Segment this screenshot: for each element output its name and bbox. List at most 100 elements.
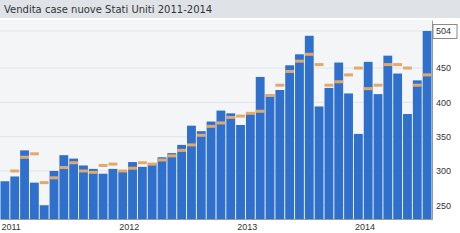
marker	[315, 63, 324, 66]
y-tick-label: 504	[436, 26, 451, 36]
bar	[266, 94, 275, 219]
bar	[236, 125, 245, 219]
marker	[108, 163, 117, 166]
bar	[216, 111, 225, 219]
marker	[167, 154, 176, 157]
bar	[177, 145, 186, 219]
x-tick-label: 2011	[1, 222, 20, 232]
bar	[305, 36, 314, 219]
bar	[59, 155, 68, 219]
x-tick-label: 2014	[355, 222, 375, 232]
bar	[89, 169, 98, 219]
marker	[69, 161, 78, 164]
marker	[354, 67, 363, 70]
plot: 2011 2012 2013 2014 250 300 350 400 450 504	[0, 20, 457, 232]
marker	[364, 87, 373, 90]
marker	[324, 84, 333, 87]
bar	[383, 56, 392, 219]
marker	[256, 110, 265, 113]
marker	[275, 84, 284, 87]
chart: Vendita case nuove Stati Uniti 2011-2014…	[0, 0, 460, 233]
x-tick: 2011	[1, 219, 20, 232]
marker	[187, 143, 196, 146]
bar	[30, 183, 39, 219]
bar	[108, 169, 117, 219]
y-tick-label: 350	[436, 132, 451, 142]
bar	[354, 134, 363, 219]
marker	[226, 116, 235, 119]
marker	[207, 125, 216, 128]
y-tick: 400	[432, 98, 451, 108]
marker	[344, 73, 353, 76]
x-tick-label: 2012	[119, 222, 139, 232]
marker	[295, 60, 304, 63]
y-tick: 450	[432, 63, 451, 73]
last-value-box	[433, 24, 457, 38]
bar	[50, 171, 59, 219]
marker	[158, 158, 167, 161]
bar	[315, 106, 324, 219]
bar	[10, 176, 19, 219]
y-tick: 504	[432, 24, 457, 38]
marks	[0, 31, 431, 219]
y-tick-label: 250	[436, 201, 451, 211]
marker	[403, 67, 412, 70]
title: Vendita case nuove Stati Uniti 2011-2014	[4, 4, 212, 15]
marker	[413, 84, 422, 87]
bar	[158, 157, 167, 219]
bar	[285, 65, 294, 219]
marker	[138, 161, 147, 164]
marker	[59, 166, 68, 169]
bar	[99, 174, 108, 219]
y-tick-label: 400	[436, 98, 451, 108]
bar	[423, 31, 432, 219]
bar	[334, 63, 343, 219]
marker	[334, 80, 343, 83]
bar	[69, 159, 78, 219]
series	[0, 31, 431, 219]
marker	[20, 156, 29, 159]
bar	[295, 54, 304, 219]
bar	[197, 131, 206, 219]
marker	[236, 115, 245, 118]
grid-line	[0, 30, 432, 31]
bar	[246, 113, 255, 219]
marker	[374, 84, 383, 87]
bar	[364, 62, 373, 219]
bar	[344, 93, 353, 219]
x-tick: 2014	[355, 219, 375, 232]
bar	[374, 94, 383, 219]
bar	[148, 163, 157, 219]
marker	[246, 112, 255, 115]
x-tick: 2013	[237, 219, 257, 232]
plot-background	[0, 20, 432, 219]
bar	[275, 90, 284, 219]
bar	[403, 114, 412, 219]
y-tick-label: 450	[436, 63, 451, 73]
y-axis: 250 300 350 400 450 504	[432, 21, 457, 220]
bar	[128, 162, 137, 219]
marker	[89, 171, 98, 174]
bar	[167, 153, 176, 219]
bar	[187, 126, 196, 219]
marker	[148, 163, 157, 166]
marker	[128, 167, 137, 170]
bar	[138, 167, 147, 219]
marker	[177, 149, 186, 152]
x-tick-label: 2013	[237, 222, 257, 232]
bar	[226, 113, 235, 219]
y-tick: 250	[432, 201, 451, 211]
x-tick: 2012	[119, 219, 139, 232]
marker	[30, 152, 39, 155]
marker	[216, 121, 225, 124]
bar	[256, 77, 265, 219]
bar	[79, 165, 88, 219]
bar	[207, 122, 216, 219]
series	[10, 53, 431, 184]
y-tick-label: 300	[436, 166, 451, 176]
x-axis-line	[1, 219, 433, 220]
marker	[305, 53, 314, 56]
marker	[99, 164, 108, 167]
bar	[413, 80, 422, 219]
marker	[118, 169, 127, 172]
